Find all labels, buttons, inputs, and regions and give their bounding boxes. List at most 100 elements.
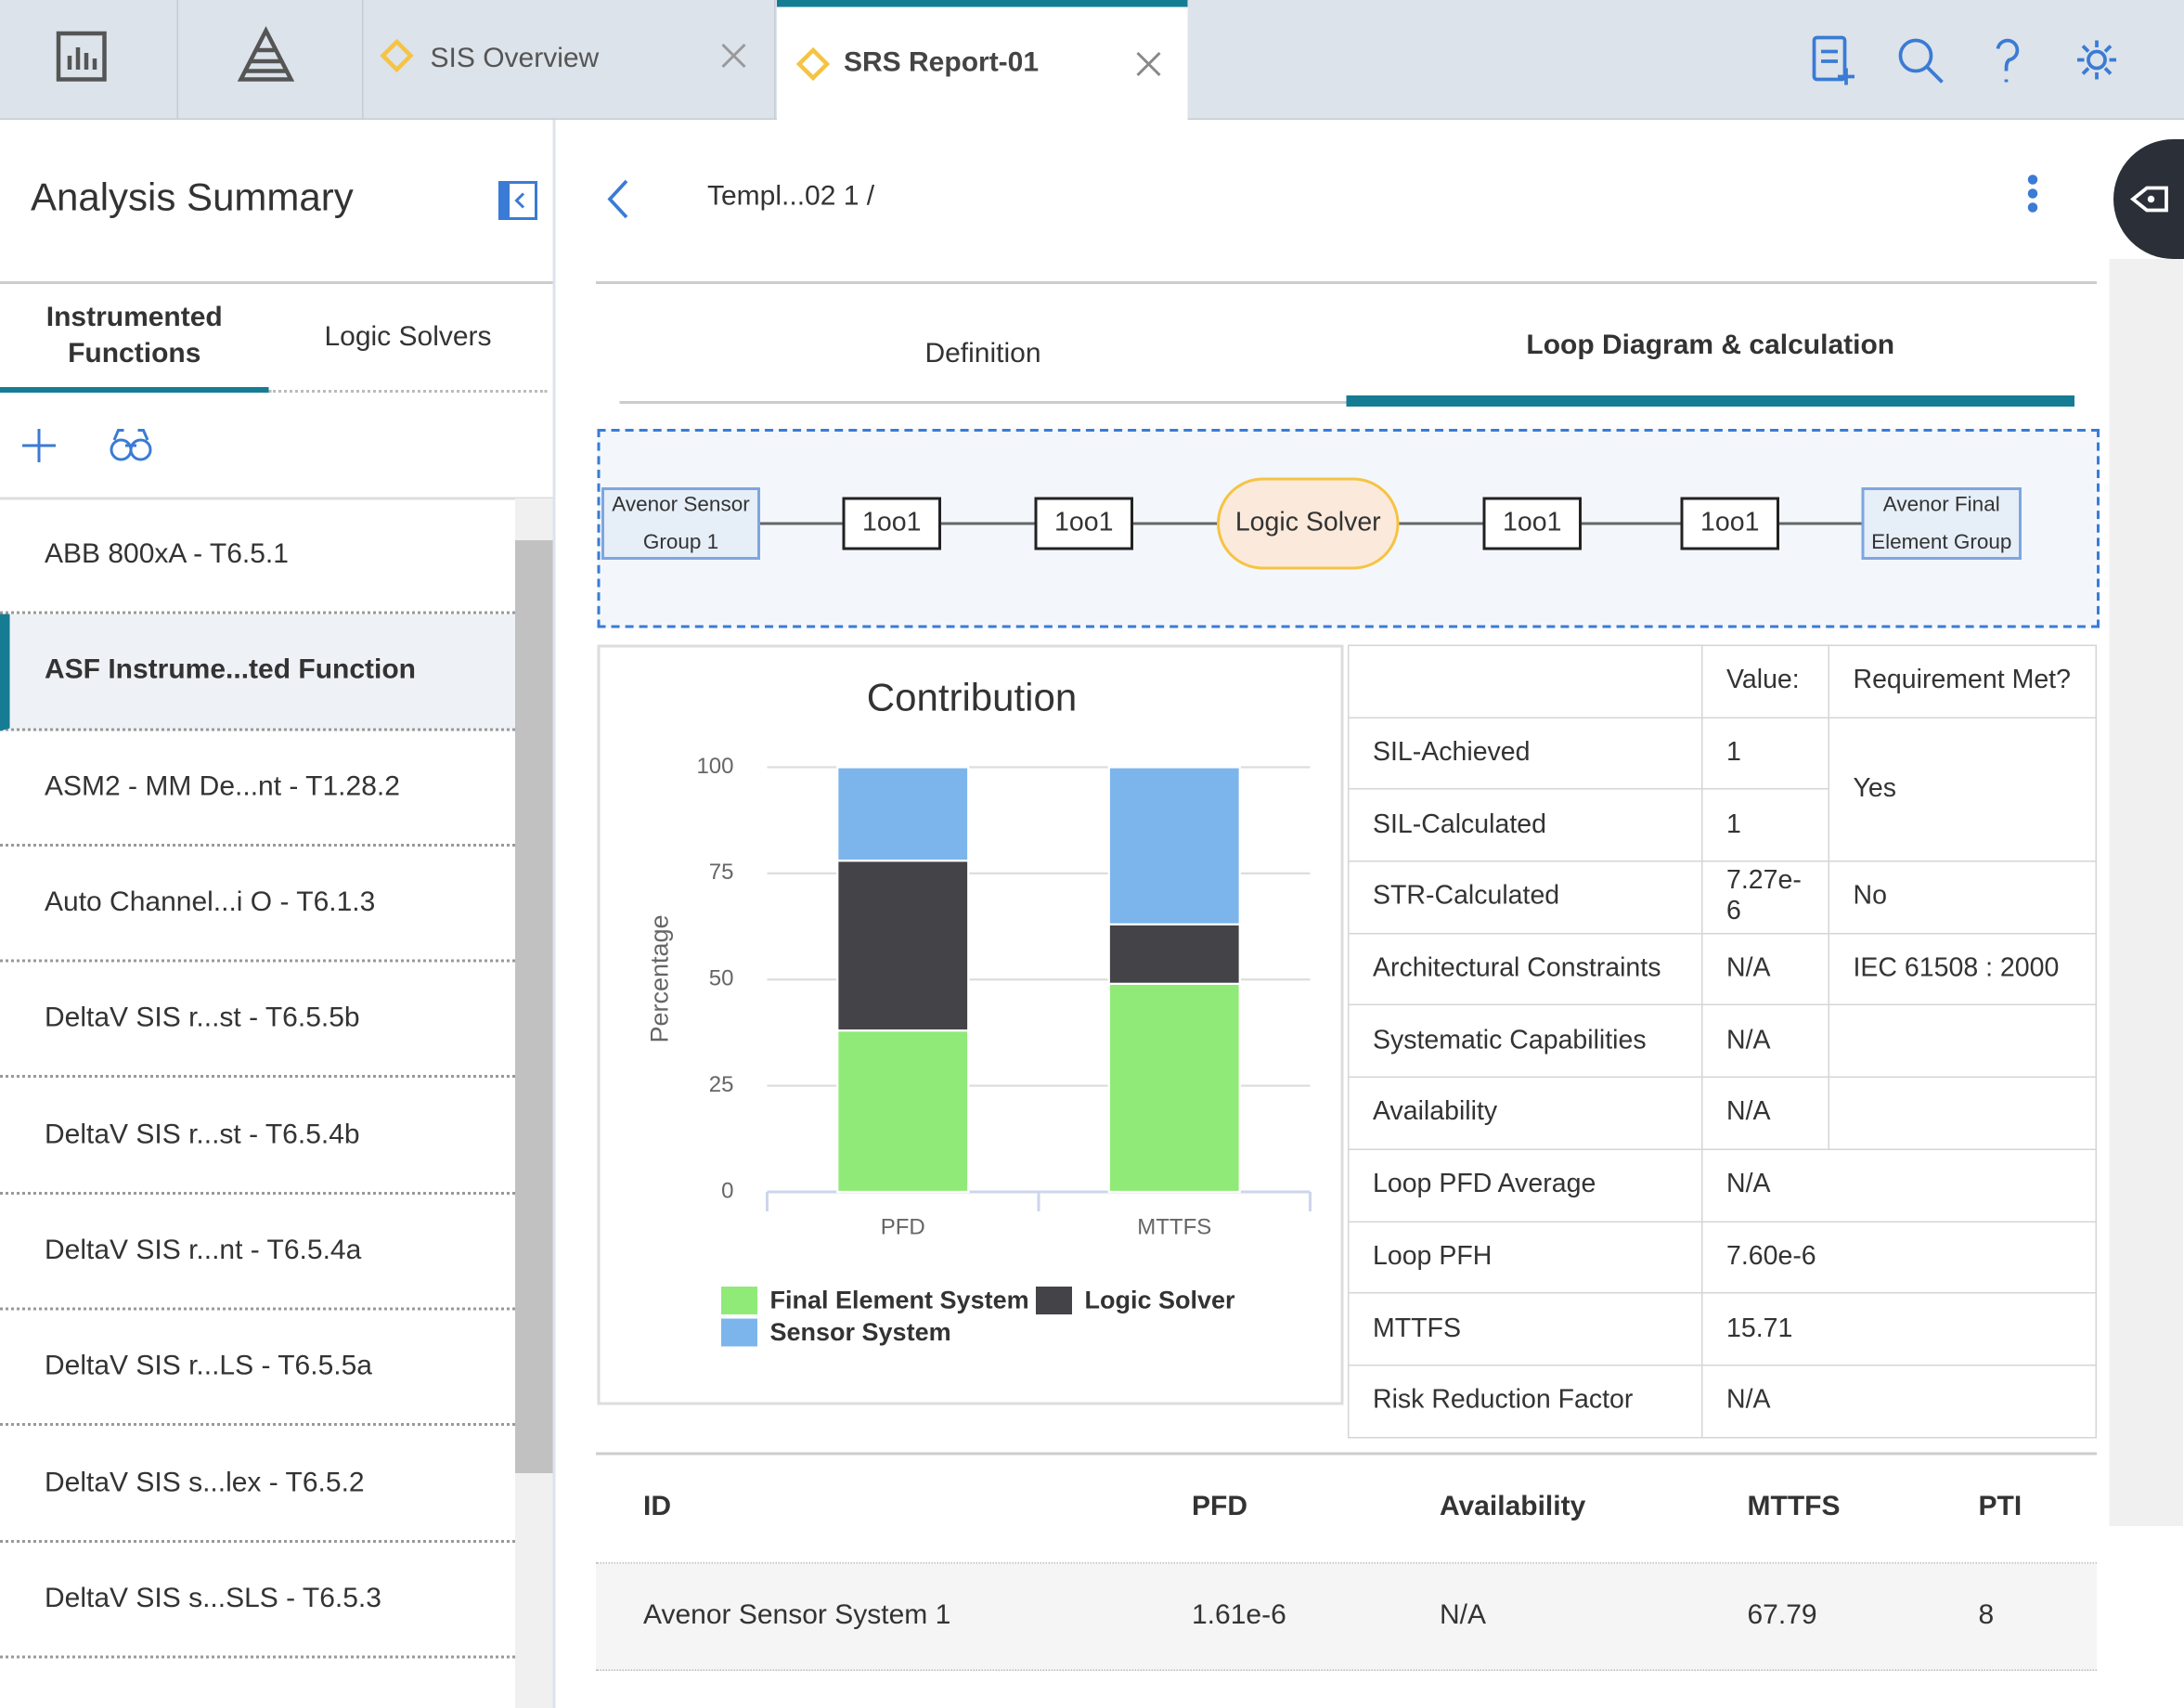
loop-node[interactable]: 1oo1 <box>1482 497 1582 550</box>
list-item[interactable]: DeltaV SIS r...st - T6.5.4b <box>0 1079 515 1195</box>
sidebar-tab[interactable]: Instrumented Functions <box>0 284 269 393</box>
list-item-label: DeltaV SIS r...st - T6.5.4b <box>45 1119 360 1150</box>
side-toggle-icon <box>2129 186 2168 213</box>
table-row: Availability N/A <box>1348 1076 2097 1150</box>
table-cell: N/A <box>1440 1599 1487 1631</box>
loop-node-label: 1oo1 <box>1700 508 1760 538</box>
list-item-label: ABB 800xA - T6.5.1 <box>45 538 289 570</box>
list-item[interactable]: ASF Instrume...ted Function <box>0 614 515 731</box>
sidebar-tools[interactable] <box>14 418 167 473</box>
bar-segment <box>1107 923 1241 985</box>
side-toggle[interactable] <box>2113 139 2184 259</box>
results-table: Value: Requirement Met? SIL-Achieved 1 Yes SI… <box>1348 644 2097 1438</box>
tab-label: Definition <box>924 337 1041 369</box>
table-row: Architectural Constraints N/A IEC 61508 : … <box>1348 932 2097 1006</box>
table-row: Loop PFH 7.60e-6 <box>1348 1220 2097 1294</box>
table-cell: N/A <box>1701 1364 2097 1438</box>
list-item[interactable]: DeltaV SIS r...nt - T6.5.4a <box>0 1195 515 1311</box>
loop-node[interactable]: Avenor Final Element Group <box>1861 487 2022 560</box>
legend-label: Logic Solver <box>1085 1287 1236 1314</box>
tab-label: Logic Solvers <box>324 320 492 352</box>
list-item[interactable]: Auto Channel...i O - T6.1.3 <box>0 847 515 963</box>
y-tick-label: 25 <box>709 1072 734 1097</box>
chart-panel <box>597 644 1344 1405</box>
bar-segment <box>836 860 970 1032</box>
table-cell: N/A <box>1701 1148 2097 1223</box>
sidebar <box>0 120 556 1708</box>
loop-node-label: 1oo1 <box>862 508 922 538</box>
list-item[interactable]: DeltaV SIS r...st - T6.5.5b <box>0 963 515 1079</box>
x-tick-label: PFD <box>881 1214 925 1239</box>
table-row[interactable] <box>596 1563 2097 1671</box>
scrollbar[interactable] <box>515 498 553 1708</box>
legend-label: Final Element System <box>770 1287 1029 1314</box>
list-item-label: ASF Instrume...ted Function <box>45 654 417 686</box>
table-cell: MTTFS <box>1348 1292 1703 1366</box>
table-cell: STR-Calculated <box>1348 860 1703 935</box>
table-cell: Risk Reduction Factor <box>1348 1364 1703 1438</box>
more-button[interactable] <box>2019 170 2047 220</box>
table-cell: Availability <box>1348 1076 1703 1150</box>
x-tick-label: MTTFS <box>1137 1214 1211 1239</box>
table-cell: 67.79 <box>1747 1599 1817 1631</box>
list-item-label: DeltaV SIS r...st - T6.5.5b <box>45 1003 360 1034</box>
scroll-thumb[interactable] <box>515 540 553 1473</box>
divider <box>0 497 553 500</box>
tab-label: SIS Overview <box>430 43 600 74</box>
breadcrumb: Templ...02 1 / <box>707 181 875 212</box>
divider <box>0 281 553 284</box>
table-cell: 1 <box>1701 717 1829 791</box>
loop-node[interactable]: Logic Solver <box>1217 477 1400 570</box>
table-cell: IEC 61508 : 2000 <box>1828 932 2097 1006</box>
list-item[interactable]: DeltaV SIS s...lex - T6.5.2 <box>0 1427 515 1543</box>
table-row: Value: Requirement Met? <box>1348 644 2097 718</box>
detail-tab[interactable]: Definition <box>619 306 1347 404</box>
table-cell: Yes <box>1828 717 2097 862</box>
table-cell: Requirement Met? <box>1828 644 2097 718</box>
divider <box>596 281 2097 284</box>
table-row: MTTFS 15.71 <box>1348 1292 2097 1366</box>
divider <box>596 1562 2097 1564</box>
table-row: SIL-Achieved 1 Yes <box>1348 717 2097 862</box>
sidebar-title: Analysis Summary <box>31 175 354 219</box>
list-item[interactable]: DeltaV SIS r...LS - T6.5.5a <box>0 1311 515 1427</box>
tab[interactable]: SIS Overview <box>364 0 776 119</box>
table-cell: Systematic Capabilities <box>1348 1004 1703 1079</box>
table-cell: Loop PFH <box>1348 1220 1703 1294</box>
collapse-button[interactable] <box>498 181 537 220</box>
table-cell: 7.27e-6 <box>1701 860 1829 935</box>
list-item[interactable]: DeltaV SIS s...SLS - T6.5.3 <box>0 1543 515 1659</box>
page-scrollbar[interactable] <box>2109 259 2183 1526</box>
legend-label: Sensor System <box>770 1318 951 1346</box>
active-tab[interactable]: SRS Report-01 <box>777 0 1188 120</box>
column-header: ID <box>643 1491 671 1522</box>
table-row: SIL-Calculated 1 <box>1348 788 2097 862</box>
table-cell: Architectural Constraints <box>1348 932 1703 1006</box>
loop-node[interactable]: 1oo1 <box>1680 497 1779 550</box>
table-cell <box>1348 644 1703 718</box>
table-cell: SIL-Calculated <box>1348 788 1703 862</box>
list-item[interactable]: ABB 800xA - T6.5.1 <box>0 498 515 615</box>
list-item-label: DeltaV SIS s...lex - T6.5.2 <box>45 1467 365 1498</box>
sidebar-tab[interactable]: Logic Solvers <box>268 284 548 393</box>
bar-segment <box>836 766 970 862</box>
back-button[interactable] <box>599 175 640 225</box>
loop-node[interactable]: 1oo1 <box>1034 497 1133 550</box>
table-cell: 1.61e-6 <box>1192 1599 1286 1631</box>
loop-node-label: 1oo1 <box>1503 508 1562 538</box>
loop-node[interactable]: Avenor Sensor Group 1 <box>601 487 760 560</box>
table-cell: 8 <box>1978 1599 1995 1631</box>
loop-node[interactable]: 1oo1 <box>842 497 941 550</box>
y-tick-label: 50 <box>709 966 734 991</box>
detail-tab[interactable]: Loop Diagram & calculation <box>1346 306 2074 407</box>
toolbar-icons[interactable] <box>1796 21 2130 99</box>
list-item-label: ASM2 - MM De...nt - T1.28.2 <box>45 770 400 802</box>
table-cell: SIL-Achieved <box>1348 717 1703 791</box>
table-row: Systematic Capabilities N/A <box>1348 1004 2097 1079</box>
list-item[interactable]: ASM2 - MM De...nt - T1.28.2 <box>0 731 515 847</box>
dashboard-button[interactable] <box>0 0 178 119</box>
dashboard-icon <box>56 31 107 82</box>
hierarchy-button[interactable] <box>178 0 364 119</box>
